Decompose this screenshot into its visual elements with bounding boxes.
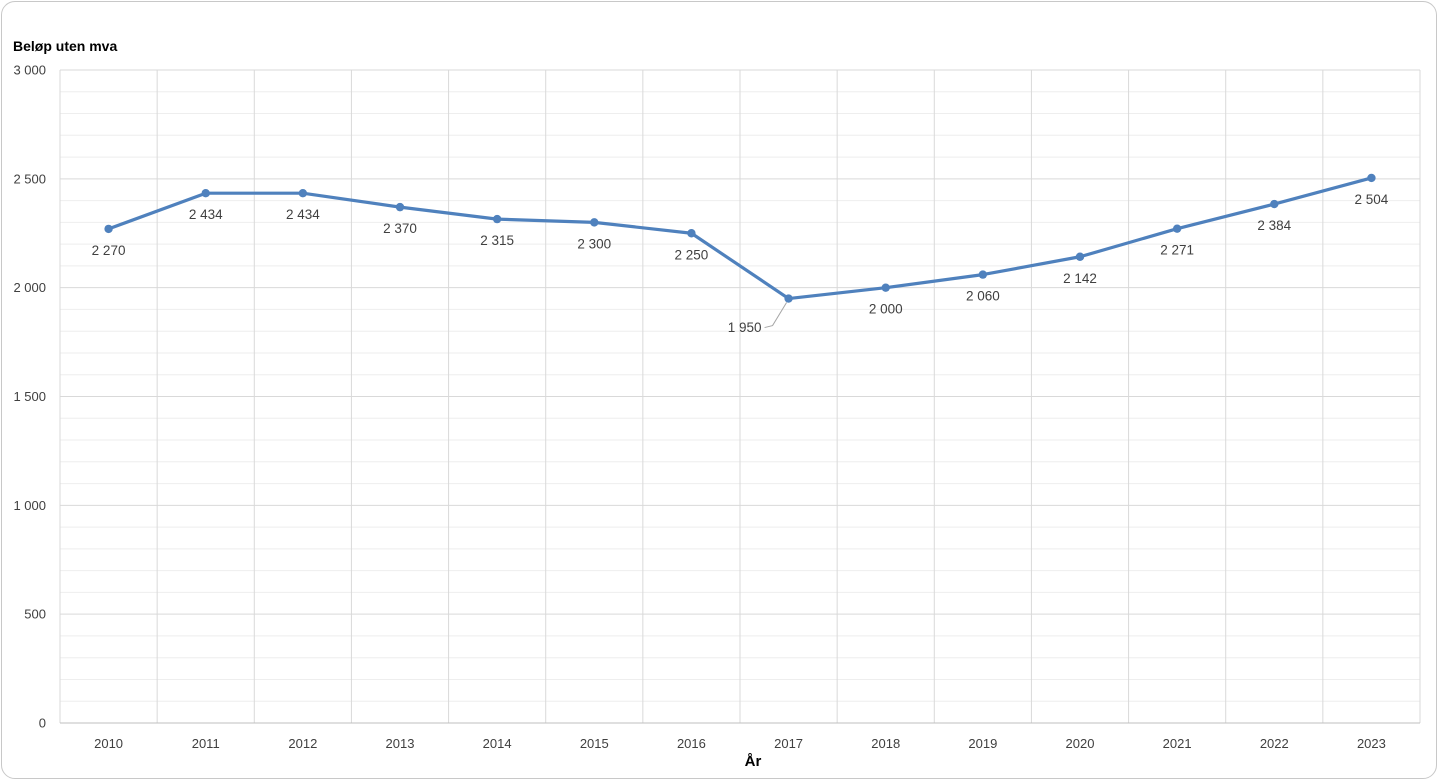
- y-tick-label: 500: [24, 607, 46, 622]
- data-point: [1172, 224, 1182, 233]
- x-tick-label: 2017: [774, 736, 803, 751]
- axis-layer: 0 500 1 000 1 500 2 000 2 500 3 000 2010 2011 201…: [13, 63, 1420, 751]
- series-layer: [104, 173, 1376, 303]
- data-label: 2 271: [1160, 243, 1194, 258]
- y-tick-label: 3 000: [13, 63, 46, 78]
- y-tick-label: 1 000: [13, 498, 46, 513]
- data-point: [104, 224, 113, 234]
- x-tick-label: 2015: [580, 736, 609, 751]
- data-point: [590, 218, 599, 227]
- data-point: [492, 214, 502, 224]
- data-point: [784, 294, 793, 303]
- data-point: [1367, 173, 1376, 183]
- series-line: [106, 176, 1374, 301]
- data-point: [978, 270, 988, 279]
- x-tick-label: 2021: [1163, 736, 1192, 751]
- grid-layer: [59, 69, 1421, 723]
- x-tick-label: 2022: [1260, 736, 1289, 751]
- data-point: [1075, 252, 1085, 261]
- y-tick-label: 0: [39, 716, 46, 731]
- data-label-layer: 2 270 2 434 2 434 2 370 2 315 2 300 2 250 1 950…: [92, 192, 1389, 335]
- x-tick-label: 2012: [288, 736, 317, 751]
- data-point: [201, 188, 210, 198]
- x-axis-title: År: [745, 753, 762, 770]
- data-label: 2 434: [189, 207, 223, 222]
- data-label: 2 370: [383, 221, 417, 236]
- x-tick-label: 2018: [871, 736, 900, 751]
- x-tick-label: 2010: [94, 736, 123, 751]
- y-tick-label: 2 000: [13, 280, 46, 295]
- data-label: 2 060: [966, 289, 1000, 304]
- data-label: 2 384: [1257, 218, 1291, 233]
- data-label: 2 270: [92, 243, 126, 258]
- data-point: [298, 188, 308, 198]
- x-tick-label: 2016: [677, 736, 706, 751]
- data-label: 2 504: [1355, 192, 1389, 207]
- x-tick-label: 2023: [1357, 736, 1386, 751]
- data-point: [1270, 199, 1279, 209]
- data-label: 2 434: [286, 207, 320, 222]
- y-axis-title: Beløp uten mva: [13, 38, 117, 54]
- data-point: [687, 229, 696, 238]
- data-label: 2 250: [675, 247, 709, 262]
- data-label: 1 950: [728, 320, 762, 335]
- x-tick-label: 2019: [968, 736, 997, 751]
- x-tick-label: 2020: [1066, 736, 1095, 751]
- data-label: 2 300: [577, 236, 611, 251]
- x-tick-label: 2014: [483, 736, 512, 751]
- data-label: 2 142: [1063, 271, 1097, 286]
- data-point: [395, 202, 405, 212]
- x-tick-label: 2011: [192, 736, 220, 751]
- y-tick-label: 2 500: [13, 171, 46, 186]
- x-tick-label: 2013: [386, 736, 415, 751]
- y-tick-label: 1 500: [13, 389, 46, 404]
- data-point: [881, 283, 890, 292]
- leader-line: [764, 302, 787, 329]
- data-label: 2 315: [480, 233, 514, 248]
- data-label: 2 000: [869, 302, 903, 317]
